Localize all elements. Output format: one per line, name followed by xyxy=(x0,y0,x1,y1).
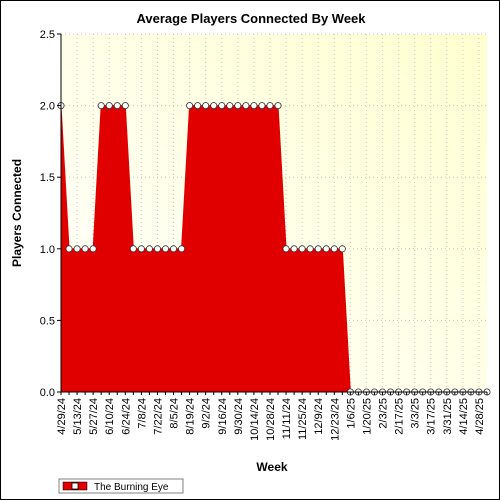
data-point xyxy=(330,245,338,253)
legend-box xyxy=(58,478,184,494)
x-tick-label: 6/24/24 xyxy=(120,398,132,435)
data-point xyxy=(137,245,145,253)
x-tick-label: 2/17/25 xyxy=(394,398,406,435)
x-tick-label: 11/11/24 xyxy=(281,398,293,439)
data-point xyxy=(186,102,194,110)
x-tick-label: 9/2/24 xyxy=(201,398,213,429)
data-point xyxy=(314,245,322,253)
data-point xyxy=(202,102,210,110)
x-tick-label: 4/29/24 xyxy=(56,398,68,435)
y-axis-label: Players Connected xyxy=(10,159,24,267)
y-tick-label: 2.0 xyxy=(40,101,55,113)
data-point xyxy=(105,102,113,110)
data-point xyxy=(266,102,274,110)
y-tick-label: 0.0 xyxy=(40,387,55,399)
data-point xyxy=(194,102,202,110)
y-tick-label: 0.5 xyxy=(40,315,55,327)
x-tick-label: 4/28/25 xyxy=(474,398,486,435)
data-point xyxy=(73,245,81,253)
data-point xyxy=(170,245,178,253)
chart-title: Average Players Connected By Week xyxy=(136,11,366,26)
x-tick-label: 12/23/24 xyxy=(329,398,341,441)
x-tick-label: 8/5/24 xyxy=(169,398,181,429)
x-tick-label: 1/20/25 xyxy=(361,398,373,435)
data-point xyxy=(161,245,169,253)
legend: The Burning Eye xyxy=(58,478,184,494)
x-tick-label: 10/14/24 xyxy=(249,398,261,441)
x-tick-label: 3/17/25 xyxy=(426,398,438,435)
x-tick-label: 5/27/24 xyxy=(88,398,100,435)
data-point xyxy=(306,245,314,253)
x-tick-label: 3/3/25 xyxy=(410,398,422,429)
x-tick-label: 7/8/24 xyxy=(136,398,148,429)
data-point xyxy=(153,245,161,253)
data-point xyxy=(322,245,330,253)
x-tick-label: 12/9/24 xyxy=(313,398,325,435)
y-axis-ticks: 0.0 0.5 1.0 1.5 2.0 2.5 xyxy=(40,29,61,399)
x-tick-label: 9/16/24 xyxy=(217,398,229,435)
x-tick-label: 7/22/24 xyxy=(152,398,164,435)
data-point xyxy=(298,245,306,253)
x-tick-label: 2/3/25 xyxy=(378,398,390,429)
x-tick-label: 3/31/25 xyxy=(442,398,454,435)
data-point xyxy=(113,102,121,110)
x-tick-label: 8/19/24 xyxy=(185,398,197,435)
data-point xyxy=(121,102,129,110)
data-point xyxy=(338,245,346,253)
legend-marker xyxy=(71,482,79,490)
data-point xyxy=(274,102,282,110)
x-axis-label: Week xyxy=(256,460,287,474)
legend-label: The Burning Eye xyxy=(94,482,169,493)
data-point xyxy=(178,245,186,253)
data-point xyxy=(218,102,226,110)
y-tick-label: 1.5 xyxy=(40,172,55,184)
x-tick-label: 6/10/24 xyxy=(104,398,116,435)
data-point xyxy=(290,245,298,253)
y-tick-label: 1.0 xyxy=(40,244,55,256)
x-tick-label: 9/30/24 xyxy=(233,398,245,435)
data-point xyxy=(242,102,250,110)
data-point xyxy=(65,245,73,253)
x-tick-label: 4/14/25 xyxy=(458,398,470,435)
x-tick-label: 5/13/24 xyxy=(72,398,84,435)
data-point xyxy=(145,245,153,253)
data-point xyxy=(129,245,137,253)
x-tick-label: 10/28/24 xyxy=(265,398,277,441)
y-tick-label: 2.5 xyxy=(40,29,55,41)
data-point xyxy=(250,102,258,110)
x-axis-ticks: 4/29/24 5/13/24 5/27/24 6/10/24 6/24/24 7/8/2… xyxy=(56,392,488,441)
data-point xyxy=(210,102,218,110)
data-point xyxy=(97,102,105,110)
data-point xyxy=(234,102,242,110)
x-tick-label: 1/6/25 xyxy=(345,398,357,429)
axes xyxy=(60,34,487,393)
data-point xyxy=(282,245,290,253)
data-point xyxy=(81,245,89,253)
data-point xyxy=(258,102,266,110)
data-point xyxy=(89,245,97,253)
x-tick-label: 11/25/24 xyxy=(297,398,309,440)
data-point xyxy=(226,102,234,110)
